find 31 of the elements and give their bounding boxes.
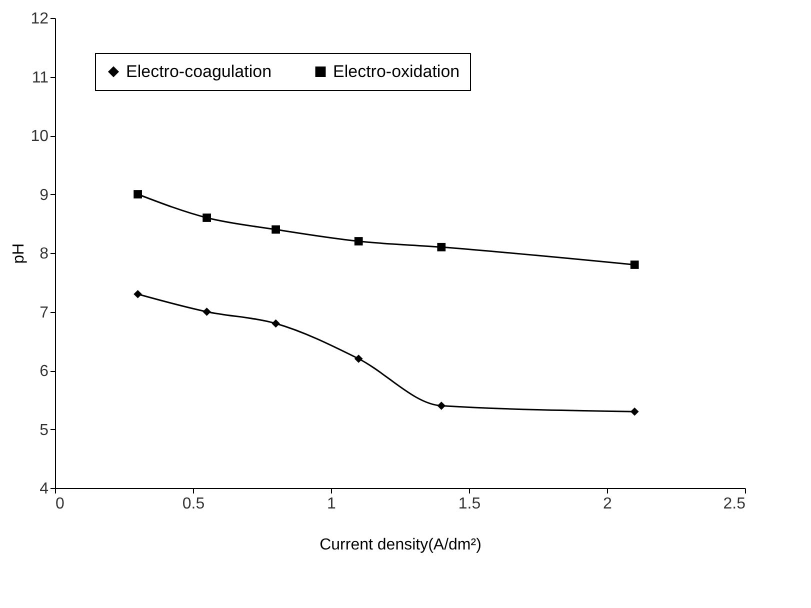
point bbox=[202, 308, 211, 316]
point bbox=[202, 214, 211, 222]
x-tick-label: 0 bbox=[56, 496, 64, 512]
y-tick-label: 6 bbox=[40, 363, 49, 380]
point bbox=[630, 260, 639, 269]
point bbox=[437, 402, 446, 410]
point bbox=[134, 190, 142, 198]
point bbox=[437, 242, 446, 252]
legend-label: Electro-oxidation bbox=[333, 62, 460, 81]
point bbox=[354, 354, 363, 363]
x-tick-label: 1 bbox=[327, 496, 336, 512]
y-tick-label: 10 bbox=[30, 128, 49, 145]
y-tick-label: 7 bbox=[40, 304, 49, 322]
point bbox=[354, 237, 363, 246]
x-axis-title: Current density(A/dm²) bbox=[320, 536, 482, 554]
x-tick-label: 2 bbox=[603, 496, 612, 512]
legend-label: Electro-coagulation bbox=[126, 62, 272, 81]
point bbox=[272, 319, 280, 328]
y-tick-label: 4 bbox=[40, 480, 49, 498]
y-tick-label: 5 bbox=[40, 422, 49, 439]
point bbox=[630, 407, 639, 416]
y-tick-label: 8 bbox=[40, 246, 49, 262]
y-tick-label: 12 bbox=[30, 10, 49, 28]
x-tick-label: 0.5 bbox=[182, 496, 205, 512]
point bbox=[134, 290, 142, 298]
x-tick-label: 1.5 bbox=[458, 496, 481, 512]
y-tick-label: 11 bbox=[32, 69, 49, 86]
y-tick-label: 9 bbox=[40, 186, 49, 204]
x-tick-label: 2.5 bbox=[723, 496, 746, 512]
point bbox=[272, 225, 280, 234]
y-axis-title: pH bbox=[10, 243, 28, 264]
